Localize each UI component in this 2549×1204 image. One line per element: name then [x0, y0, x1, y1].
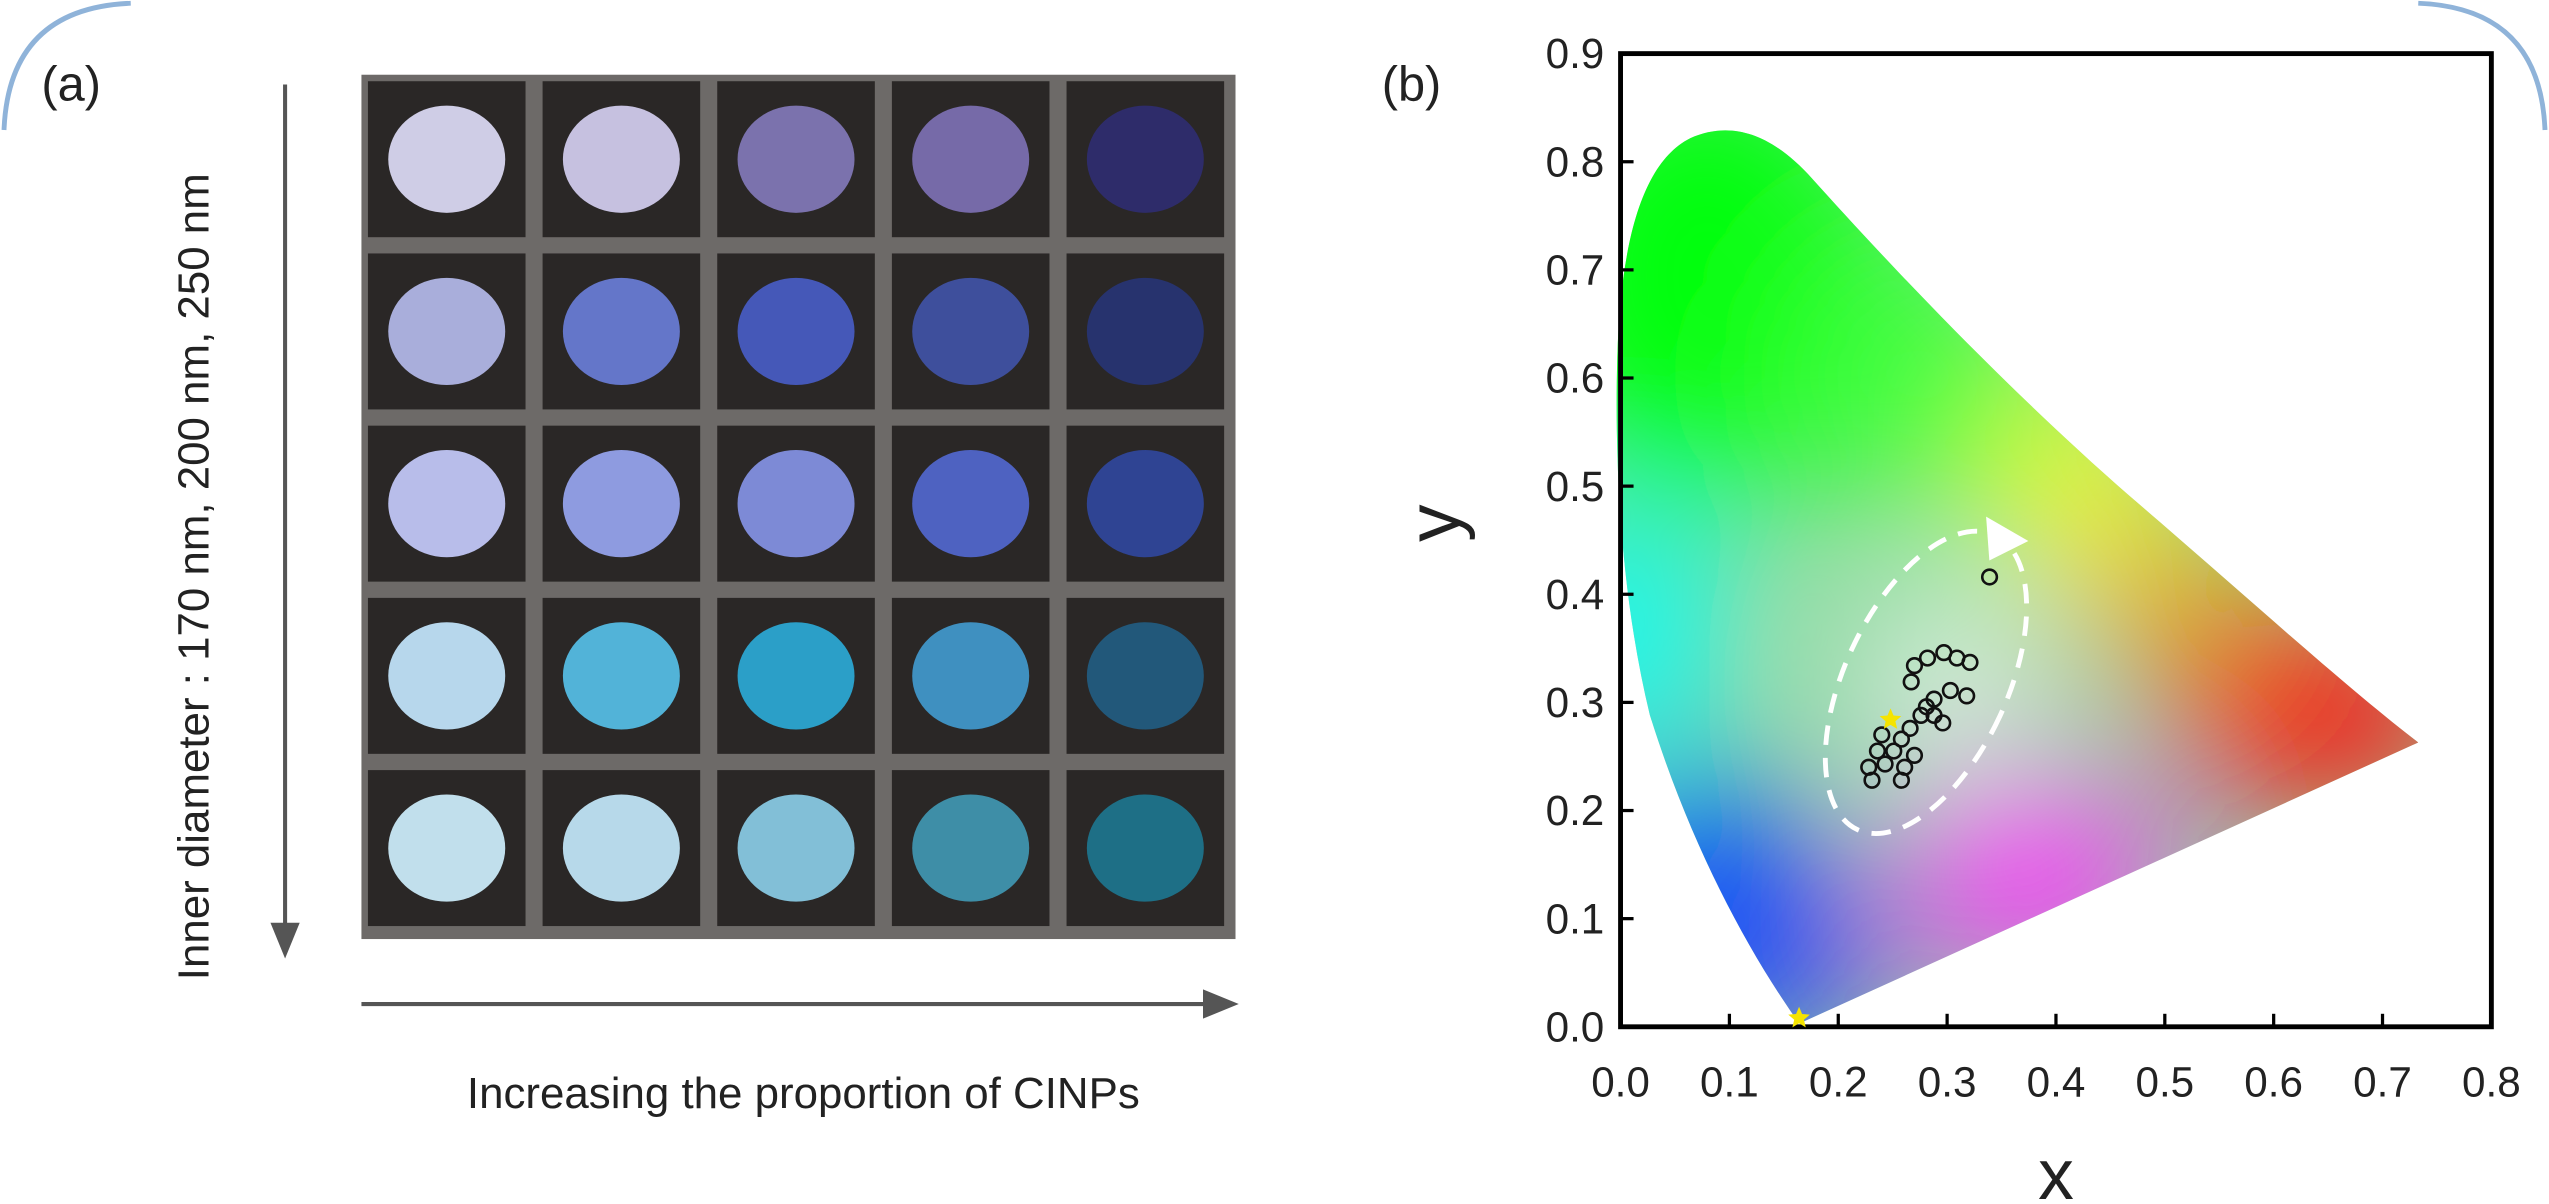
panel-label: (a) [41, 58, 101, 112]
sample-disc [1086, 450, 1204, 558]
x-axis-label: Increasing the proportion of CINPs [467, 1069, 1140, 1118]
plot: (b) y x 0.0 0.1 0.2 0.3 0.4 0.5 0.6 0.7 0.8 0.0 0.1 0.… [1382, 30, 2521, 1204]
y-tick-label: 0.3 [1546, 679, 1605, 726]
sample-disc [912, 450, 1030, 558]
x-tick-label: 0.2 [1809, 1059, 1868, 1106]
y-tick-label: 0.4 [1546, 571, 1605, 618]
panel-label: (b) [1382, 58, 1442, 112]
sample-disc [737, 105, 855, 213]
sample-disc [388, 794, 506, 902]
sample-disc [1086, 277, 1204, 386]
sample-disc [1086, 794, 1204, 902]
frame-corner [1, 0, 131, 131]
x-tick-label: 0.5 [2135, 1059, 2194, 1106]
sample-disc [562, 450, 680, 558]
sample-disc [562, 622, 680, 730]
y-tick-label: 0.2 [1546, 787, 1605, 834]
arrow-head [1203, 989, 1239, 1019]
point [1863, 771, 1881, 789]
sample-disc [1086, 622, 1204, 730]
point [1905, 746, 1924, 764]
y-tick-label: 0.8 [1546, 138, 1605, 185]
arrow-head [1986, 516, 2029, 561]
point [1905, 657, 1924, 675]
sample-disc [912, 622, 1030, 730]
point [1892, 730, 1911, 748]
sample-disc [388, 277, 506, 386]
x-tick-label: 0.4 [2027, 1059, 2086, 1106]
sample-disc [737, 277, 855, 386]
y-tick-label: 0.5 [1546, 463, 1605, 510]
sample-disc [737, 622, 855, 730]
y-tick-label: 0.6 [1546, 355, 1605, 402]
point [1876, 755, 1894, 773]
star-point [1788, 1006, 1810, 1028]
point [1941, 681, 1959, 700]
x-tick-label: 0.3 [1918, 1059, 1977, 1106]
point [1958, 687, 1976, 705]
point [1912, 706, 1930, 724]
x-tick-label: 0.6 [2244, 1059, 2303, 1106]
x-axis-label: x [2038, 1135, 2074, 1199]
x-tick-label: 0.7 [2353, 1059, 2412, 1106]
point [1934, 714, 1952, 732]
y-axis-label: y [1392, 504, 1476, 542]
sample-disc [737, 794, 855, 902]
frame-corner [2418, 0, 2548, 131]
point [1902, 673, 1920, 691]
y-tick-label: 0.0 [1546, 1003, 1605, 1050]
sample-disc [912, 105, 1030, 213]
star-point [1879, 708, 1902, 729]
y-tick-label: 0.1 [1546, 895, 1605, 942]
point [1885, 742, 1903, 760]
point [1917, 698, 1936, 716]
point [1896, 758, 1914, 776]
sample-disc [562, 277, 680, 386]
x-tick-label: 0.0 [1591, 1059, 1650, 1106]
point [1980, 568, 1999, 586]
y-tick-label: 0.9 [1546, 30, 1605, 77]
arrow-head [270, 922, 300, 959]
y-axis-label: Inner diameter : 170 nm, 200 nm, 250 nm [170, 173, 219, 980]
point [1961, 653, 1979, 671]
x-tick-label: 0.1 [1700, 1059, 1759, 1106]
point [1901, 719, 1919, 737]
point [1873, 726, 1891, 744]
sample-disc [388, 622, 506, 730]
sample-disc [912, 277, 1030, 386]
sample-disc [737, 450, 855, 558]
sample-disc [562, 794, 680, 902]
x-tick-label: 0.8 [2462, 1059, 2521, 1106]
sample-disc [562, 105, 680, 213]
sample-disc [388, 450, 506, 558]
sample-disc [1086, 105, 1204, 213]
photo-grid [367, 81, 1225, 927]
sample-disc [912, 794, 1030, 902]
y-tick-label: 0.7 [1546, 246, 1605, 293]
point [1918, 649, 1937, 667]
sample-disc [388, 105, 506, 213]
point [1868, 742, 1887, 760]
